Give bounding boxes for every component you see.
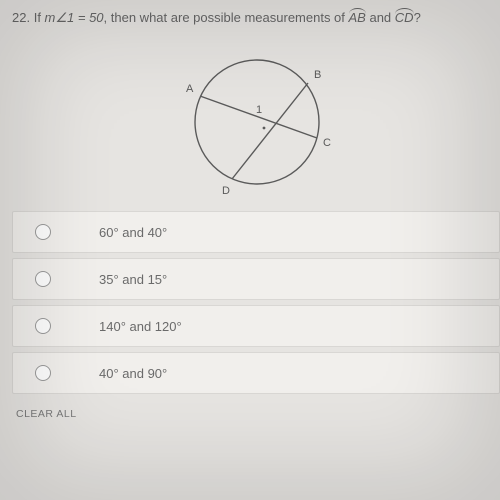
option-row[interactable]: 140° and 120° (12, 305, 500, 347)
circle-diagram: A B C D 1 (12, 30, 500, 205)
page: 22. If m∠1 = 50, then what are possible … (0, 0, 500, 500)
label-c: C (323, 137, 331, 149)
options-list: 60° and 40° 35° and 15° 140° and 120° 40… (12, 211, 500, 394)
option-row[interactable]: 35° and 15° (12, 258, 500, 300)
circle (195, 60, 319, 184)
option-row[interactable]: 40° and 90° (12, 352, 500, 394)
radio-icon[interactable] (35, 318, 51, 334)
diagram-svg: A B C D 1 (12, 30, 500, 205)
label-b: B (314, 69, 321, 81)
center-dot (263, 127, 266, 130)
arc-ab: AB (349, 10, 366, 25)
option-label: 60° and 40° (99, 225, 167, 240)
label-d: D (222, 185, 230, 197)
option-label: 140° and 120° (99, 319, 182, 334)
chord-ac (200, 96, 317, 138)
radio-icon[interactable] (35, 365, 51, 381)
option-label: 40° and 90° (99, 366, 167, 381)
arc-cd: CD (395, 10, 414, 25)
angle-expression: m∠1 = 50 (45, 10, 104, 25)
radio-icon[interactable] (35, 271, 51, 287)
label-a: A (186, 83, 194, 95)
question-text: 22. If m∠1 = 50, then what are possible … (12, 10, 500, 26)
question-prefix: If (34, 10, 45, 25)
question-number: 22. (12, 10, 30, 25)
radio-icon[interactable] (35, 224, 51, 240)
option-label: 35° and 15° (99, 272, 167, 287)
question-suffix: ? (414, 10, 421, 25)
option-row[interactable]: 60° and 40° (12, 211, 500, 253)
question-and: and (366, 10, 395, 25)
question-mid: , then what are possible measurements of (104, 10, 349, 25)
clear-all-button[interactable]: CLEAR ALL (16, 408, 500, 420)
label-1: 1 (256, 104, 262, 116)
